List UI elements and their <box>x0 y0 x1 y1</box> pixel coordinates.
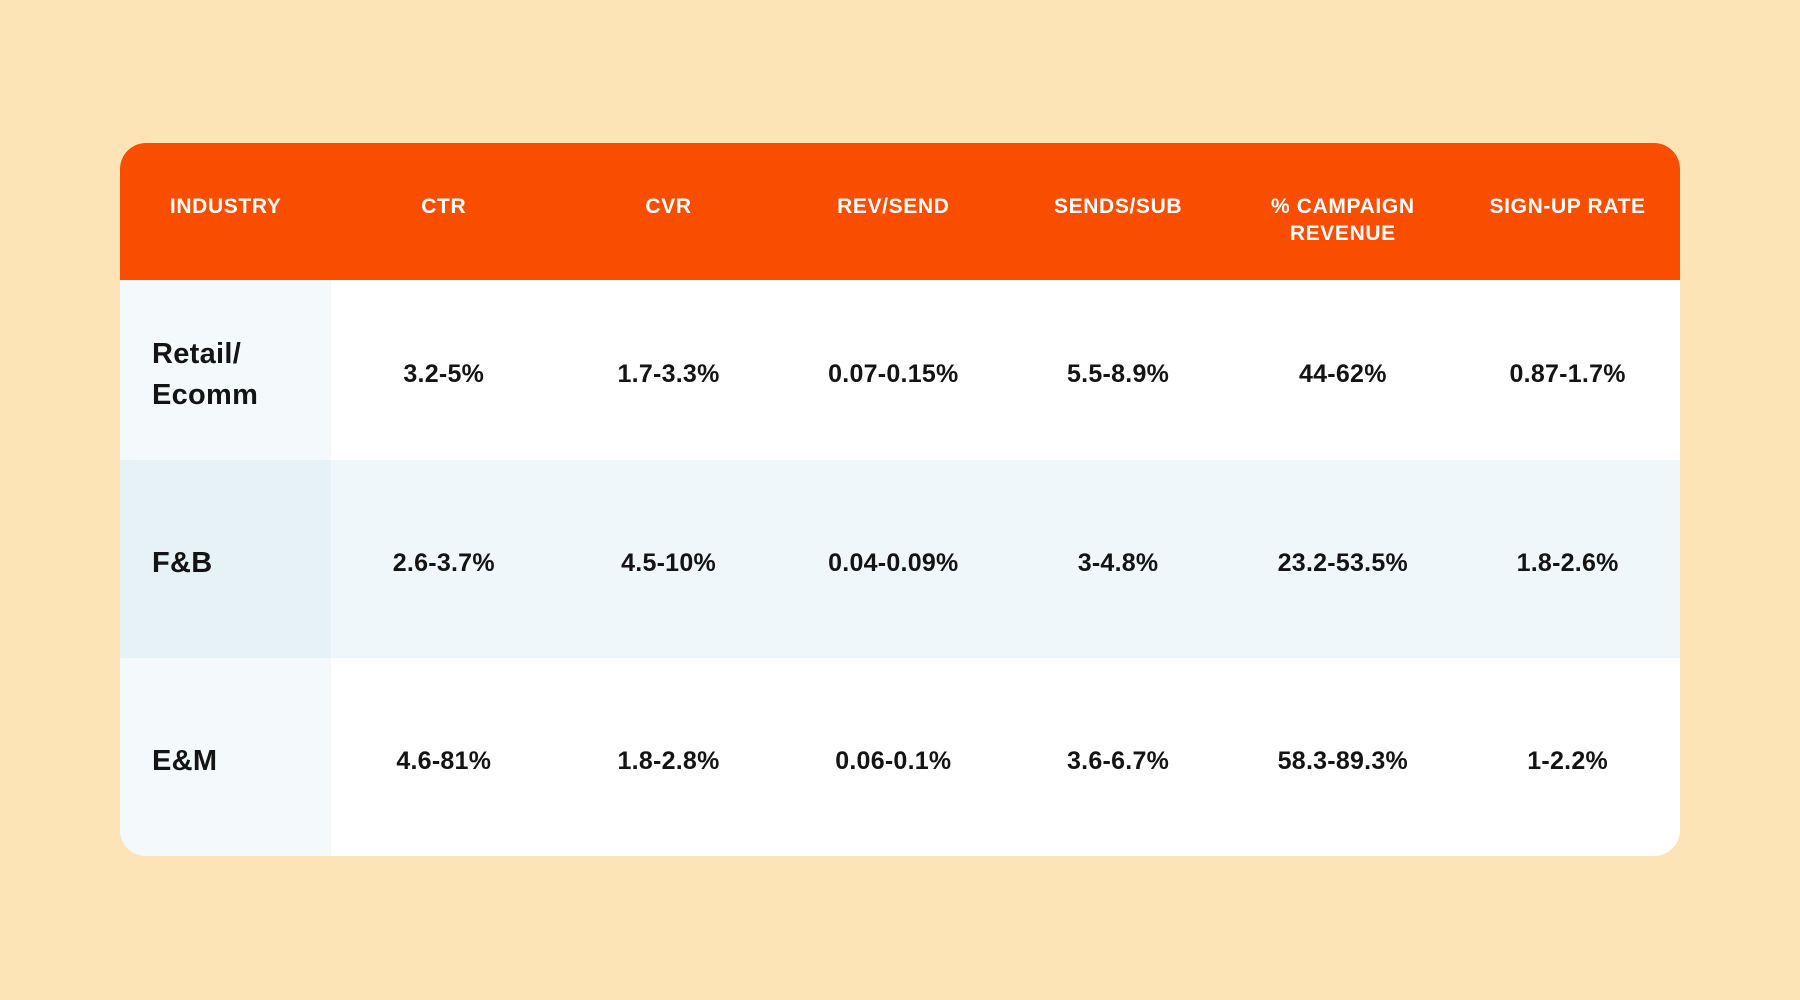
column-header-ctr: CTR <box>331 143 557 280</box>
cell-em-rev-send: 0.06-0.1% <box>835 747 952 775</box>
industry-label: Retail/ Ecomm <box>120 280 332 460</box>
cell-retail-campaign-revenue: 44-62% <box>1299 360 1387 388</box>
table-header-row: INDUSTRY CTR CVR REV/SEND SENDS/SUB % CA… <box>120 143 1680 280</box>
column-header-signup-rate: SIGN-UP RATE <box>1455 143 1680 280</box>
cell-em-sends-sub: 3.6-6.7% <box>1067 747 1170 775</box>
column-header-cvr: CVR <box>556 143 781 280</box>
cell-fnb-cvr: 4.5-10% <box>621 549 716 577</box>
benchmarks-table-card: INDUSTRY CTR CVR REV/SEND SENDS/SUB % CA… <box>120 143 1680 856</box>
table-row-em: E&M 4.6-81% 1.8-2.8% 0.06-0.1% 3.6-6.7% … <box>120 658 1680 856</box>
column-header-sends-sub: SENDS/SUB <box>1005 143 1231 280</box>
cell-em-signup-rate: 1-2.2% <box>1527 747 1608 775</box>
industry-label: F&B <box>120 460 332 658</box>
cell-em-cvr: 1.8-2.8% <box>617 747 720 775</box>
cell-fnb-ctr: 2.6-3.7% <box>392 549 495 577</box>
column-header-industry: INDUSTRY <box>120 143 332 280</box>
cell-retail-cvr: 1.7-3.3% <box>617 360 720 388</box>
cell-em-campaign-revenue: 58.3-89.3% <box>1277 747 1409 775</box>
cell-fnb-sends-sub: 3-4.8% <box>1077 549 1159 577</box>
industry-benchmarks-table: INDUSTRY CTR CVR REV/SEND SENDS/SUB % CA… <box>120 143 1680 856</box>
cell-retail-ctr: 3.2-5% <box>403 360 485 388</box>
cell-retail-signup-rate: 0.87-1.7% <box>1509 360 1626 388</box>
table-row-retail-ecomm: Retail/ Ecomm 3.2-5% 1.7-3.3% 0.07-0.15%… <box>120 280 1680 460</box>
column-header-rev-send: REV/SEND <box>780 143 1006 280</box>
cell-retail-sends-sub: 5.5-8.9% <box>1067 360 1170 388</box>
cell-fnb-signup-rate: 1.8-2.6% <box>1516 549 1619 577</box>
cell-retail-rev-send: 0.07-0.15% <box>828 360 959 388</box>
cell-em-ctr: 4.6-81% <box>396 747 492 775</box>
cell-fnb-campaign-revenue: 23.2-53.5% <box>1277 549 1409 577</box>
cell-fnb-rev-send: 0.04-0.09% <box>828 549 959 577</box>
industry-label: E&M <box>120 658 332 856</box>
column-header-campaign-revenue: % CAMPAIGN REVENUE <box>1230 143 1456 280</box>
table-row-fnb: F&B 2.6-3.7% 4.5-10% 0.04-0.09% 3-4.8% 2… <box>120 460 1680 658</box>
